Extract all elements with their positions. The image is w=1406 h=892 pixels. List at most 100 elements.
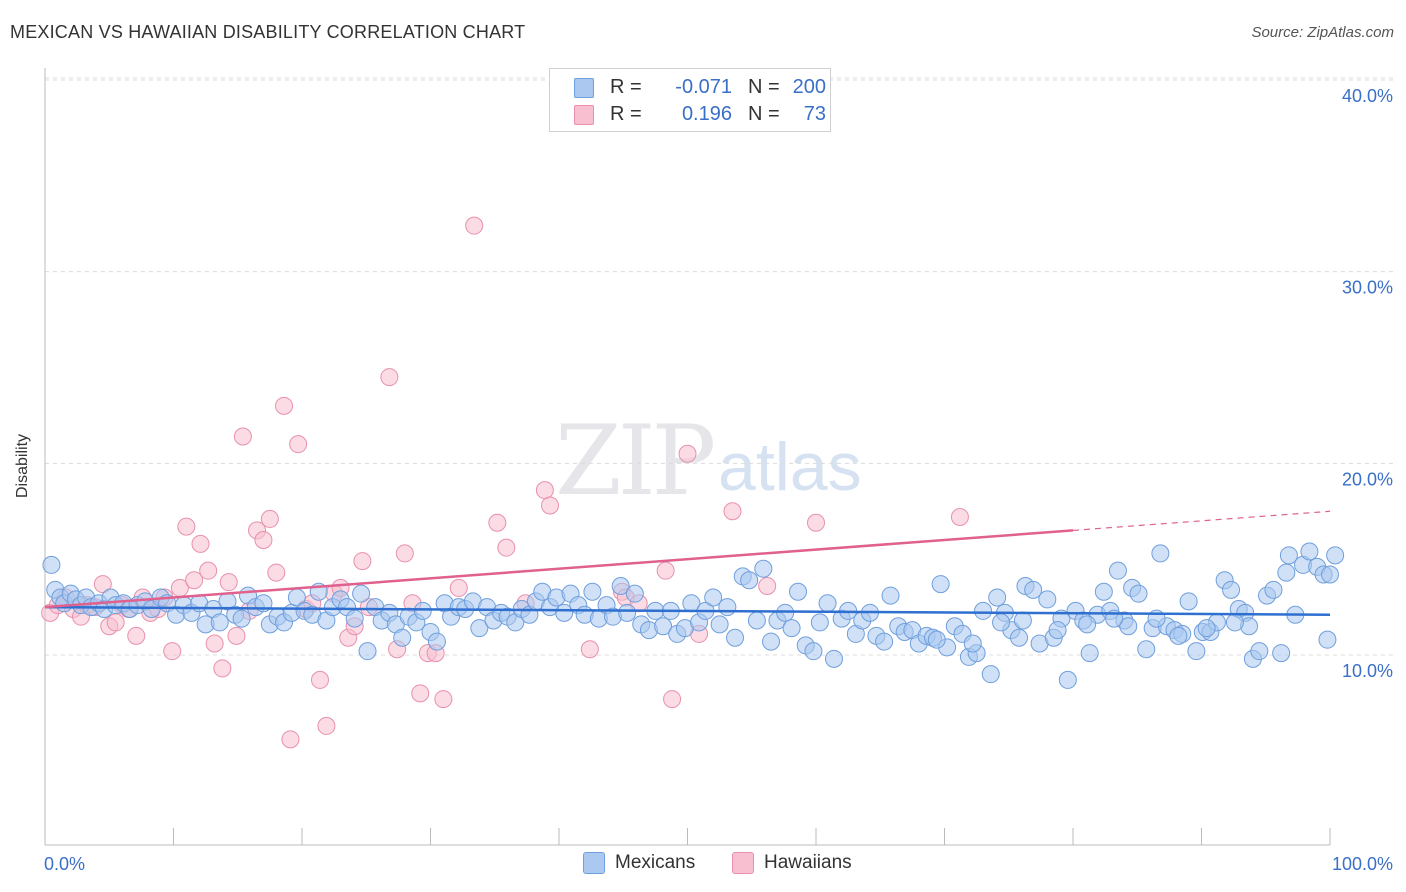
source-credit: Source: ZipAtlas.com <box>1251 24 1394 41</box>
trend-lines <box>44 510 1331 616</box>
mexicans-point <box>555 603 574 622</box>
mexicans-point <box>762 632 781 651</box>
hawaiians-point <box>678 444 697 463</box>
mexicans-point <box>974 601 993 620</box>
x-tick-label: 0.0% <box>44 854 85 874</box>
mexicans-point <box>358 642 377 661</box>
mexicans-point <box>1038 590 1057 609</box>
hawaiians-point <box>723 502 742 521</box>
grid-lines <box>45 77 1395 656</box>
mexicans-legend-swatch <box>583 852 605 874</box>
y-axis-label-wrap: Disability <box>14 434 34 598</box>
mexicans-point <box>1108 561 1127 580</box>
hawaiians-point <box>93 575 112 594</box>
mexicans-point <box>1137 640 1156 659</box>
mexicans-point <box>1058 670 1077 689</box>
mexicans-point <box>1013 611 1032 630</box>
chart-title: MEXICAN VS HAWAIIAN DISABILITY CORRELATI… <box>10 22 526 42</box>
legend-n-value: 73 <box>803 103 826 125</box>
mexicans-point <box>611 577 630 595</box>
mexicans-point <box>1326 546 1345 565</box>
hawaiians-point <box>488 513 507 532</box>
mexicans-point <box>824 649 843 668</box>
axes <box>44 68 1331 846</box>
hawaiians-point <box>177 517 196 536</box>
mexicans-swatch <box>574 78 594 98</box>
mexicans-point <box>1094 582 1113 601</box>
legend-r-value: -0.071 <box>675 76 732 98</box>
mexicans-point <box>810 613 829 632</box>
mexicans-point <box>789 582 808 601</box>
mexicans-point <box>232 609 251 628</box>
mexicans-point <box>1187 642 1206 661</box>
hawaiians-point <box>353 552 372 571</box>
mexicans-point <box>625 584 644 603</box>
mexicans-point <box>618 603 637 622</box>
hawaiians-point <box>163 642 182 661</box>
hawaiians-point <box>541 496 560 515</box>
mexicans-point <box>1010 628 1029 647</box>
hawaiians-point <box>950 508 969 526</box>
hawaiians-swatch <box>574 105 594 125</box>
mexicans-point <box>754 559 773 578</box>
mexicans-point <box>1300 542 1319 561</box>
mexicans-point <box>1318 630 1337 649</box>
hawaiians-point <box>656 561 675 580</box>
mexicans-point <box>1119 617 1138 636</box>
hawaiians-point <box>434 690 453 709</box>
mexicans-point <box>42 555 61 574</box>
mexicans-point <box>1179 592 1198 611</box>
mexicans-point <box>413 601 432 620</box>
mexicans-trend-line <box>44 605 1331 616</box>
mexicans-point <box>1048 621 1067 640</box>
hawaiians-point <box>233 427 252 446</box>
mexicans-point <box>1279 546 1298 565</box>
correlation-legend: R = -0.071 N = 200 R = 0.196 N = 73 <box>549 68 831 132</box>
hawaiians-point <box>199 561 218 580</box>
mexicans-point <box>981 665 1000 684</box>
y-tick-label: 40.0% <box>1342 86 1393 106</box>
mexicans-point <box>704 588 723 607</box>
mexicans-point <box>747 611 766 630</box>
mexicans-point <box>988 588 1007 607</box>
mexicans-point <box>654 617 673 636</box>
mexicans-point <box>393 628 412 647</box>
mexicans-point <box>583 582 602 601</box>
hawaiians-point <box>213 659 232 678</box>
mexicans-point <box>1264 580 1283 599</box>
mexicans-point <box>710 615 729 634</box>
hawaiians-point <box>758 577 777 595</box>
mexicans-point <box>740 571 759 590</box>
legend-r-value: 0.196 <box>681 103 732 125</box>
hawaiians-point <box>260 509 279 528</box>
mexicans-point <box>1129 584 1148 603</box>
hawaiians-point <box>535 481 554 500</box>
hawaiians-point <box>205 634 224 653</box>
mexicans-point <box>1080 644 1099 663</box>
hawaiians-point <box>185 571 204 590</box>
hawaiians-point <box>449 578 468 597</box>
mexicans-point <box>427 632 446 651</box>
mexicans-point <box>470 619 489 638</box>
hawaiians-point <box>267 563 286 582</box>
hawaiians-trend-extension <box>1072 510 1331 532</box>
mexicans-point <box>1078 615 1097 634</box>
hawaiians-point <box>227 626 246 645</box>
mexicans-point <box>1225 613 1244 632</box>
x-tick-label: 100.0% <box>1332 854 1393 874</box>
y-tick-label: 30.0% <box>1342 278 1393 298</box>
legend-r-label: R = <box>610 103 642 125</box>
hawaiians-point <box>191 534 210 553</box>
y-axis-label: Disability <box>14 433 31 498</box>
hawaiians-point <box>380 368 399 387</box>
hawaiians-points <box>41 216 969 749</box>
mexicans-point <box>881 586 900 605</box>
hawaiians-legend-label: Hawaiians <box>764 852 852 873</box>
watermark-atlas: atlas <box>718 429 862 505</box>
mexicans-point <box>992 613 1011 632</box>
mexicans-point <box>210 613 229 632</box>
mexicans-point <box>927 630 946 649</box>
hawaiians-point <box>395 544 414 563</box>
mexicans-point <box>1272 644 1291 663</box>
